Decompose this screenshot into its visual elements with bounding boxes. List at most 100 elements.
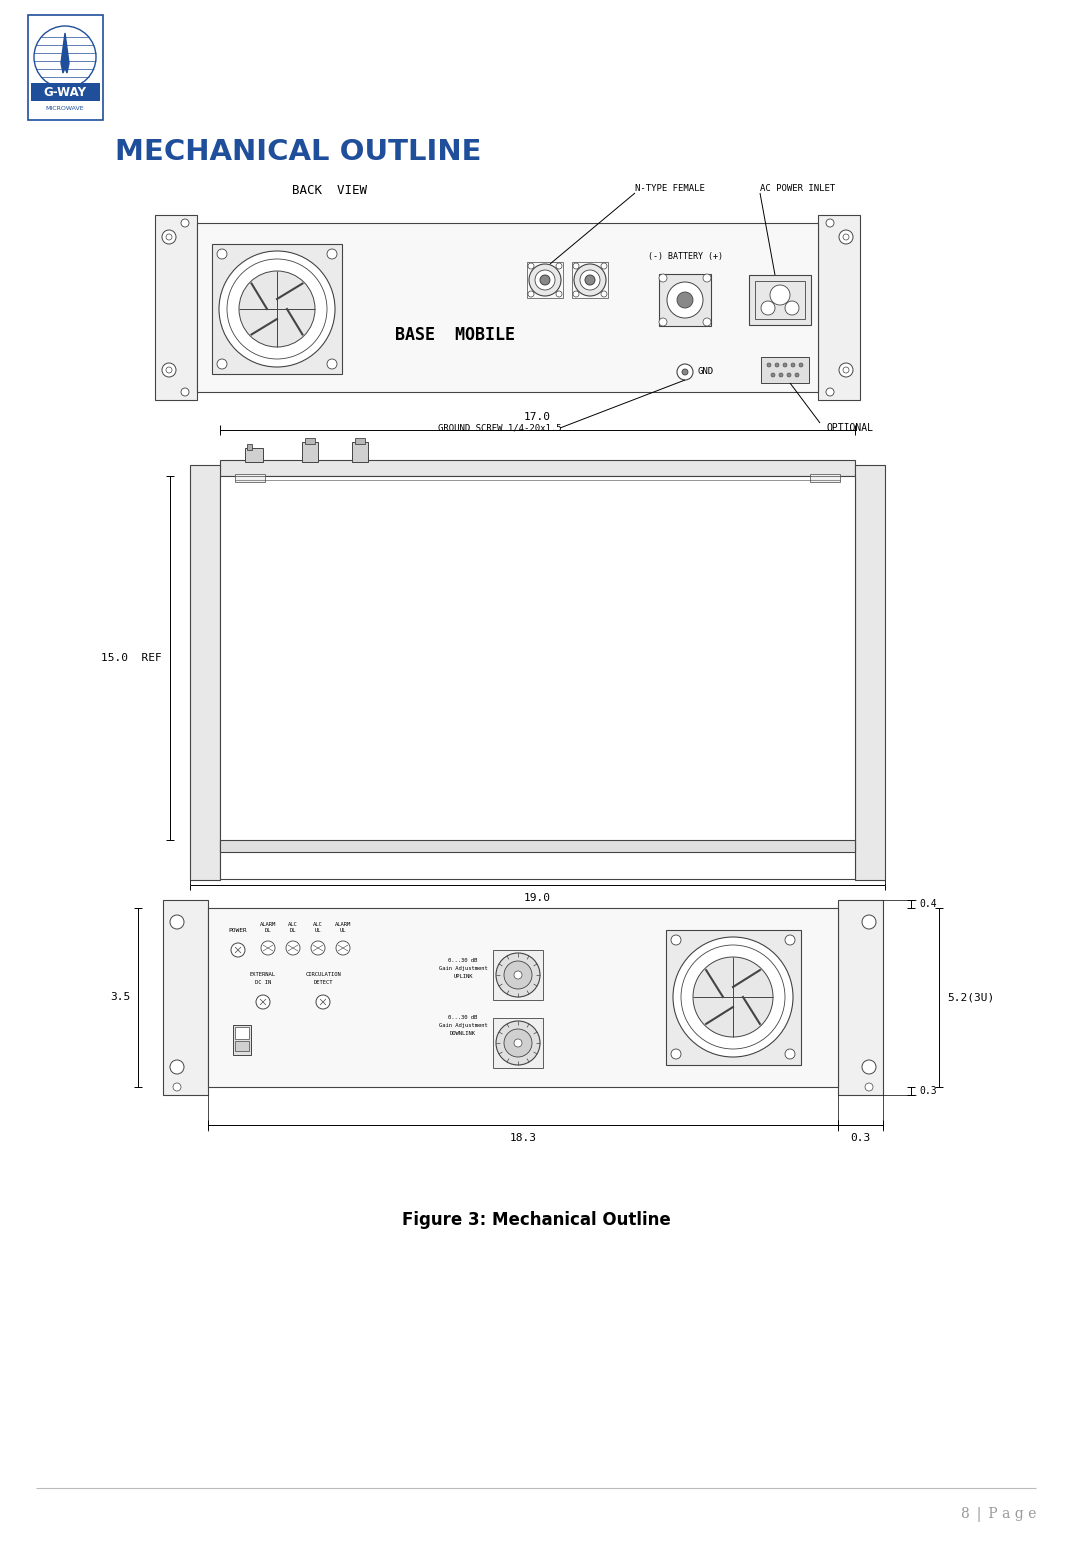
Circle shape: [839, 231, 853, 245]
Bar: [31, 84, 100, 101]
Circle shape: [162, 362, 176, 378]
Circle shape: [795, 373, 799, 378]
Text: 0...30 dB: 0...30 dB: [448, 1015, 478, 1020]
Bar: [838, 899, 883, 1094]
Bar: [235, 1040, 249, 1051]
Bar: [755, 282, 805, 319]
Circle shape: [170, 915, 184, 929]
Text: N-TYPE FEMALE: N-TYPE FEMALE: [635, 184, 705, 194]
Circle shape: [336, 941, 349, 955]
Circle shape: [574, 263, 579, 269]
Circle shape: [865, 1084, 873, 1091]
Text: Gain Adjustment: Gain Adjustment: [438, 1023, 488, 1028]
Circle shape: [496, 954, 540, 997]
Text: 0.3: 0.3: [919, 1087, 937, 1096]
Bar: [220, 460, 855, 475]
Text: EXTERNAL: EXTERNAL: [250, 972, 276, 977]
Circle shape: [766, 362, 771, 367]
Bar: [355, 438, 364, 444]
Circle shape: [785, 300, 799, 314]
Circle shape: [659, 274, 667, 282]
Circle shape: [843, 367, 849, 373]
Circle shape: [535, 269, 555, 289]
Text: BACK  VIEW: BACK VIEW: [293, 184, 368, 197]
Circle shape: [601, 263, 607, 269]
Text: 17.0: 17.0: [524, 412, 551, 423]
Bar: [233, 1025, 251, 1056]
Bar: [190, 464, 220, 879]
Circle shape: [678, 293, 693, 308]
Circle shape: [771, 373, 775, 378]
Circle shape: [787, 373, 791, 378]
Circle shape: [682, 368, 688, 375]
Text: AC POWER INLET: AC POWER INLET: [760, 184, 835, 194]
Text: G-WAY: G-WAY: [44, 87, 87, 99]
Bar: [761, 358, 809, 382]
Circle shape: [775, 362, 779, 367]
Text: Gain Adjustment: Gain Adjustment: [438, 966, 488, 971]
Bar: [28, 15, 103, 121]
Text: ALC
DL: ALC DL: [288, 923, 298, 933]
Circle shape: [504, 961, 532, 989]
Bar: [810, 474, 840, 481]
Circle shape: [496, 1022, 540, 1065]
Circle shape: [791, 362, 795, 367]
Circle shape: [783, 362, 787, 367]
Circle shape: [681, 944, 785, 1050]
Bar: [855, 464, 885, 879]
Text: BASE  MOBILE: BASE MOBILE: [394, 327, 515, 344]
Text: DC IN: DC IN: [255, 980, 271, 985]
Circle shape: [311, 941, 325, 955]
Circle shape: [513, 971, 522, 978]
Bar: [352, 443, 368, 461]
Bar: [220, 841, 855, 851]
Circle shape: [556, 263, 562, 269]
Bar: [527, 262, 563, 299]
Circle shape: [827, 218, 834, 228]
Bar: [155, 215, 197, 399]
Text: POWER: POWER: [228, 927, 248, 933]
Circle shape: [770, 285, 790, 305]
Circle shape: [166, 367, 172, 373]
Circle shape: [217, 359, 227, 368]
Circle shape: [667, 282, 703, 317]
Circle shape: [181, 389, 189, 396]
Text: MECHANICAL OUTLINE: MECHANICAL OUTLINE: [115, 138, 481, 166]
Circle shape: [827, 389, 834, 396]
Bar: [220, 475, 855, 879]
Circle shape: [170, 1060, 184, 1074]
Text: UPLINK: UPLINK: [453, 974, 473, 978]
Circle shape: [217, 249, 227, 259]
Circle shape: [761, 300, 775, 314]
Text: (-) BATTERY (+): (-) BATTERY (+): [647, 252, 723, 262]
Circle shape: [528, 265, 561, 296]
Bar: [197, 223, 818, 392]
Circle shape: [703, 317, 711, 327]
Circle shape: [316, 995, 330, 1009]
Bar: [493, 950, 544, 1000]
Text: DETECT: DETECT: [313, 980, 332, 985]
Circle shape: [173, 1084, 181, 1091]
Circle shape: [260, 941, 276, 955]
Text: 8 | P a g e: 8 | P a g e: [961, 1508, 1036, 1523]
Circle shape: [862, 1060, 876, 1074]
Text: 5.2(3U): 5.2(3U): [947, 992, 994, 1003]
Text: ALARM
DL: ALARM DL: [259, 923, 277, 933]
Circle shape: [166, 234, 172, 240]
Circle shape: [779, 373, 783, 378]
Bar: [818, 215, 860, 399]
Text: GND: GND: [697, 367, 713, 376]
Circle shape: [601, 291, 607, 297]
Circle shape: [219, 251, 334, 367]
Bar: [245, 447, 263, 461]
Circle shape: [513, 1039, 522, 1046]
Bar: [235, 1026, 249, 1039]
Circle shape: [785, 935, 795, 944]
Circle shape: [703, 274, 711, 282]
Circle shape: [785, 1050, 795, 1059]
Bar: [493, 1019, 544, 1068]
Circle shape: [540, 276, 550, 285]
Bar: [302, 443, 318, 461]
Text: GROUND SCREW 1/4-20x1.5: GROUND SCREW 1/4-20x1.5: [438, 424, 562, 432]
Circle shape: [327, 249, 337, 259]
